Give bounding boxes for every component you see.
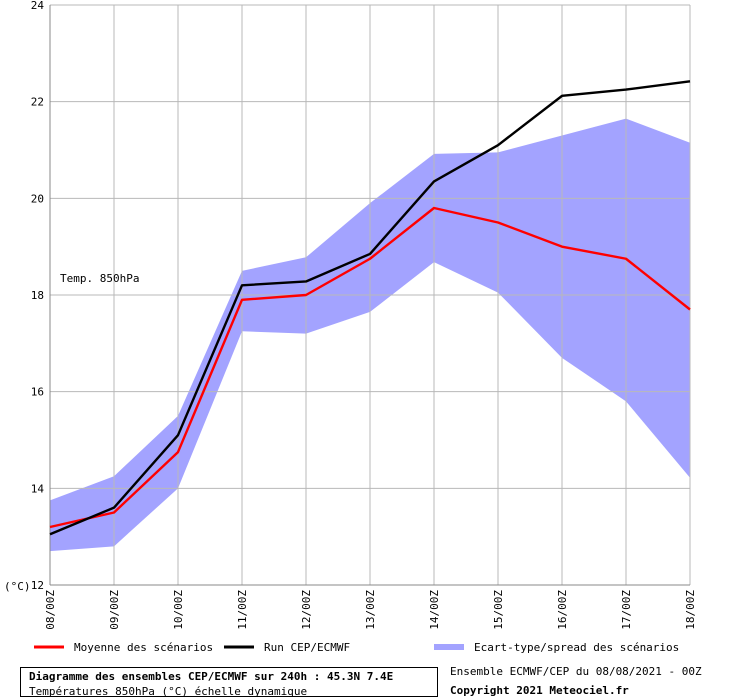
y-tick-label: 24 [31,0,45,12]
y-tick-label: 16 [31,386,44,399]
legend-entry: Moyenne des scénarios [74,641,213,654]
x-tick-label: 15/00Z [492,590,505,630]
series-line-mean [49,206,691,529]
legend-entry: Run CEP/ECMWF [264,641,350,654]
y-tick-labels: 12 14 16 18 20 22 24 [31,0,45,592]
x-tick-label: 18/00Z [684,590,697,630]
copyright-text: Copyright 2021 Meteociel.fr [450,684,629,697]
chart-title: Diagramme des ensembles CEP/ECMWF sur 24… [29,670,394,683]
y-tick-label: 20 [31,192,44,205]
grid-layer [49,4,691,586]
x-tick-label: 11/00Z [236,590,249,630]
legend: Moyenne des scénarios Run CEP/ECMWF Ecart-… [34,641,679,654]
x-tick-label: 16/00Z [556,590,569,630]
spread-band [50,118,690,552]
annotation-temp-850hpa: Temp. 850hPa [60,272,139,285]
y-tick-label: 18 [31,289,44,302]
legend-entry: Ecart-type/spread des scénarios [474,641,679,654]
x-tick-label: 14/00Z [428,590,441,630]
series-line-run [49,80,691,536]
x-tick-labels: 08/00Z 09/00Z 10/00Z 11/00Z 12/00Z 13/00Z 14/0… [44,590,697,630]
x-tick-label: 13/00Z [364,590,377,630]
x-tick-label: 08/00Z [44,590,57,630]
y-tick-label: 22 [31,96,44,109]
y-tick-label: 14 [31,482,45,495]
spread-band-layer [50,118,690,552]
series-line-layer [49,80,691,536]
x-tick-label: 09/00Z [108,590,121,630]
y-tick-label: 12 [31,579,44,592]
x-tick-label: 12/00Z [300,590,313,630]
x-tick-label: 17/00Z [620,590,633,630]
chart-subtitle: Températures 850hPa (°C) échelle dynamiq… [29,685,308,698]
data-source-text: Ensemble ECMWF/CEP du 08/08/2021 - 00Z [450,665,702,678]
chart-title-box: Diagramme des ensembles CEP/ECMWF sur 24… [20,667,438,698]
x-tick-label: 10/00Z [172,590,185,630]
y-axis-unit-label: (°C) [4,580,31,593]
